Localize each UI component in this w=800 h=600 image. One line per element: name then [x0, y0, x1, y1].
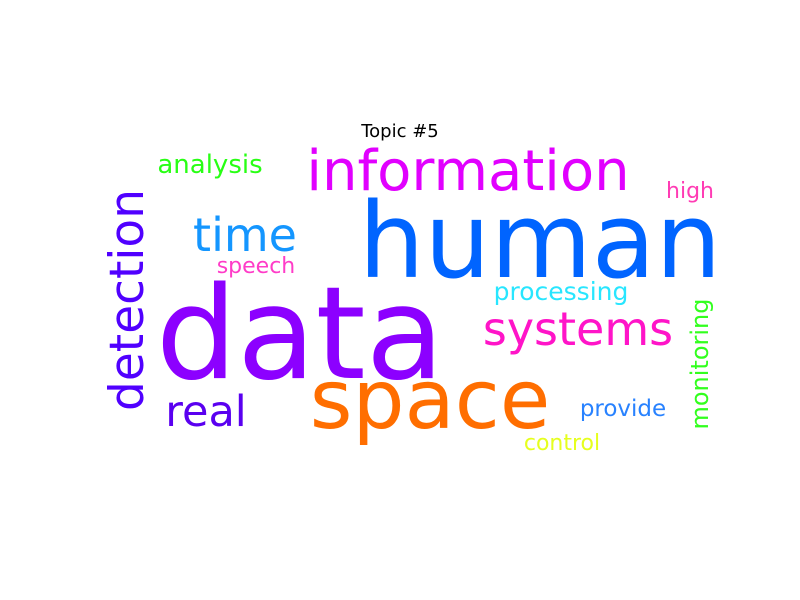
word-space: space: [310, 353, 551, 448]
word-information: information: [306, 139, 629, 204]
word-control: control: [524, 431, 600, 456]
word-detection: detection: [100, 189, 155, 411]
word-data: data: [156, 260, 444, 409]
word-analysis: analysis: [157, 150, 262, 180]
word-provide: provide: [580, 396, 666, 422]
word-monitoring: monitoring: [686, 298, 714, 429]
word-high: high: [666, 179, 714, 204]
word-processing: processing: [494, 277, 629, 306]
figure-title: Topic #5: [361, 121, 439, 142]
word-speech: speech: [217, 254, 296, 279]
word-systems: systems: [483, 302, 673, 356]
word-real: real: [165, 387, 247, 437]
word-time: time: [193, 208, 297, 262]
word-human: human: [359, 180, 722, 302]
